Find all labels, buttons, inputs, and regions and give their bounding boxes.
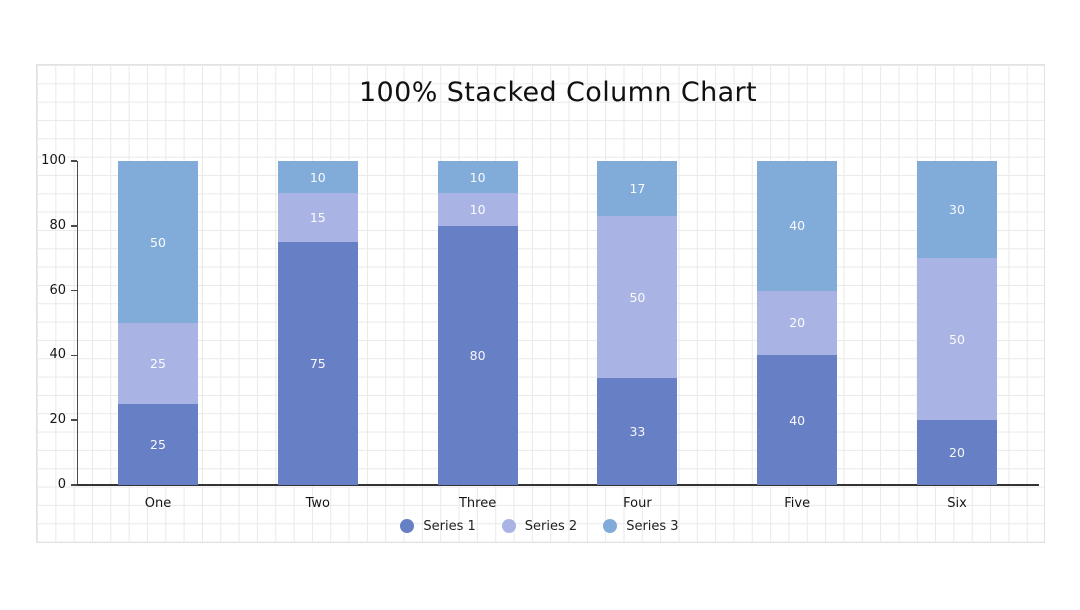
y-axis-tick (70, 419, 77, 421)
y-axis-tick (70, 354, 77, 357)
segment-value-label: 40 (789, 218, 806, 234)
segment-value-label: 50 (949, 331, 965, 347)
segment-value-label: 50 (150, 234, 166, 250)
x-category-label-one: One (144, 496, 172, 511)
y-axis-tick (70, 225, 77, 227)
segment-value-label: 10 (469, 169, 486, 185)
y-tick-label: 40 (49, 347, 66, 363)
bar-segment-six-series-1[interactable]: 20 (917, 420, 997, 485)
segment-value-label: 10 (309, 169, 326, 185)
chart-title: 100% Stacked Column Chart (358, 77, 758, 108)
y-axis-tick (70, 289, 77, 292)
y-axis-tick (70, 484, 77, 486)
bar-segment-three-series-1[interactable]: 80 (437, 225, 518, 485)
bar-segment-two-series-3[interactable]: 10 (277, 161, 358, 194)
segment-value-label: 40 (789, 412, 806, 428)
y-tick-label: 0 (57, 477, 66, 492)
x-category-label-two: Two (305, 496, 330, 511)
y-axis-tick (70, 160, 77, 162)
bar-segment-five-series-2[interactable]: 20 (757, 290, 838, 356)
y-tick-label: 80 (49, 217, 66, 233)
x-axis-line (76, 484, 1039, 486)
bar-segment-five-series-1[interactable]: 40 (757, 355, 838, 485)
segment-value-label: 20 (789, 315, 806, 331)
segment-value-label: 75 (309, 356, 326, 371)
y-tick-label: 60 (49, 282, 66, 298)
bar-segment-one-series-3[interactable]: 50 (118, 161, 198, 323)
legend: Series 1 Series 2 Series 3 (36, 517, 1043, 535)
y-tick-label: 100 (41, 153, 66, 168)
bar-segment-four-series-2[interactable]: 50 (597, 216, 678, 379)
legend-label: Series 2 (524, 518, 578, 534)
bar-segment-three-series-3[interactable]: 10 (437, 161, 518, 194)
x-category-label-five: Five (784, 496, 811, 511)
bar-segment-one-series-1[interactable]: 25 (118, 404, 198, 485)
y-axis-line (76, 161, 78, 485)
chart-plot-surface (36, 64, 1045, 543)
x-category-label-three: Three (458, 496, 497, 511)
segment-value-label: 15 (309, 210, 326, 226)
legend-item-series-2[interactable]: Series 2 (501, 518, 578, 534)
legend-marker-circle (400, 519, 415, 533)
segment-value-label: 30 (949, 202, 965, 218)
bar-segment-two-series-2[interactable]: 15 (277, 193, 358, 242)
segment-value-label: 25 (150, 437, 166, 452)
legend-label: Series 1 (423, 518, 476, 534)
segment-value-label: 25 (150, 356, 166, 371)
legend-label: Series 3 (626, 518, 679, 534)
segment-value-label: 17 (629, 181, 646, 197)
x-category-label-four: Four (623, 496, 652, 511)
segment-value-label: 80 (469, 347, 486, 363)
bar-segment-six-series-2[interactable]: 50 (917, 258, 997, 421)
legend-item-series-3[interactable]: Series 3 (603, 518, 679, 534)
segment-value-label: 33 (629, 424, 646, 440)
bar-segment-three-series-2[interactable]: 10 (437, 193, 518, 226)
legend-marker-circle (603, 519, 618, 533)
legend-item-series-1[interactable]: Series 1 (400, 518, 476, 534)
bar-segment-six-series-3[interactable]: 30 (917, 161, 997, 259)
y-tick-label: 20 (49, 412, 66, 428)
bar-segment-two-series-1[interactable]: 75 (277, 242, 358, 485)
segment-value-label: 10 (469, 202, 486, 218)
bar-segment-one-series-2[interactable]: 25 (118, 323, 198, 404)
bar-segment-four-series-1[interactable]: 33 (597, 378, 678, 485)
x-category-label-six: Six (947, 496, 967, 511)
legend-marker-circle (501, 519, 516, 533)
segment-value-label: 50 (629, 289, 646, 305)
bar-segment-four-series-3[interactable]: 17 (597, 161, 678, 217)
bar-segment-five-series-3[interactable]: 40 (757, 161, 838, 291)
segment-value-label: 20 (949, 445, 965, 461)
